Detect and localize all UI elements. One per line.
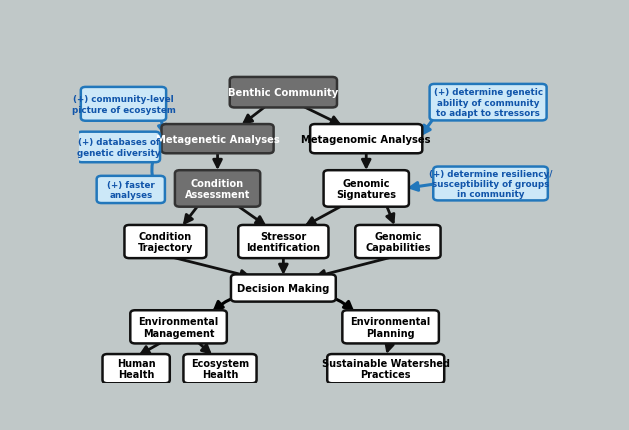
- Text: Genomic
Capabilities: Genomic Capabilities: [365, 231, 431, 253]
- FancyBboxPatch shape: [175, 171, 260, 207]
- FancyBboxPatch shape: [355, 225, 440, 258]
- FancyBboxPatch shape: [430, 85, 547, 121]
- FancyBboxPatch shape: [77, 132, 160, 163]
- FancyBboxPatch shape: [72, 47, 572, 387]
- FancyBboxPatch shape: [97, 176, 165, 203]
- FancyBboxPatch shape: [310, 125, 422, 154]
- FancyBboxPatch shape: [238, 225, 328, 258]
- Text: Benthic Community: Benthic Community: [228, 88, 338, 98]
- Text: Stressor
Identification: Stressor Identification: [247, 231, 320, 253]
- FancyBboxPatch shape: [103, 354, 170, 384]
- FancyBboxPatch shape: [162, 125, 274, 154]
- FancyBboxPatch shape: [130, 310, 227, 344]
- Text: Metagenomic Analyses: Metagenomic Analyses: [301, 134, 431, 144]
- FancyBboxPatch shape: [342, 310, 439, 344]
- Text: Ecosystem
Health: Ecosystem Health: [191, 358, 249, 380]
- FancyBboxPatch shape: [323, 171, 409, 207]
- FancyBboxPatch shape: [433, 167, 548, 201]
- Text: Environmental
Management: Environmental Management: [138, 316, 219, 338]
- FancyBboxPatch shape: [81, 88, 166, 121]
- FancyBboxPatch shape: [184, 354, 257, 384]
- Text: (+) community-level
picture of ecosystem: (+) community-level picture of ecosystem: [72, 95, 175, 114]
- Text: Environmental
Planning: Environmental Planning: [350, 316, 431, 338]
- Text: Condition
Trajectory: Condition Trajectory: [138, 231, 193, 253]
- Text: Sustainable Watershed
Practices: Sustainable Watershed Practices: [322, 358, 450, 380]
- Text: (+) determine resiliency/
susceptibility of groups
in community: (+) determine resiliency/ susceptibility…: [429, 169, 552, 199]
- Text: Human
Health: Human Health: [117, 358, 155, 380]
- Text: (+) databases of
genetic diversity: (+) databases of genetic diversity: [77, 138, 160, 157]
- FancyBboxPatch shape: [125, 225, 206, 258]
- Text: (+) determine genetic
ability of community
to adapt to stressors: (+) determine genetic ability of communi…: [433, 88, 543, 118]
- FancyBboxPatch shape: [231, 275, 336, 302]
- FancyBboxPatch shape: [327, 354, 444, 384]
- Text: Condition
Assessment: Condition Assessment: [185, 178, 250, 200]
- Text: (+) faster
analyses: (+) faster analyses: [107, 180, 155, 200]
- Text: Decision Making: Decision Making: [237, 283, 330, 293]
- Text: Metagenetic Analyses: Metagenetic Analyses: [156, 134, 279, 144]
- Text: Genomic
Signatures: Genomic Signatures: [337, 178, 396, 200]
- FancyBboxPatch shape: [230, 78, 337, 108]
